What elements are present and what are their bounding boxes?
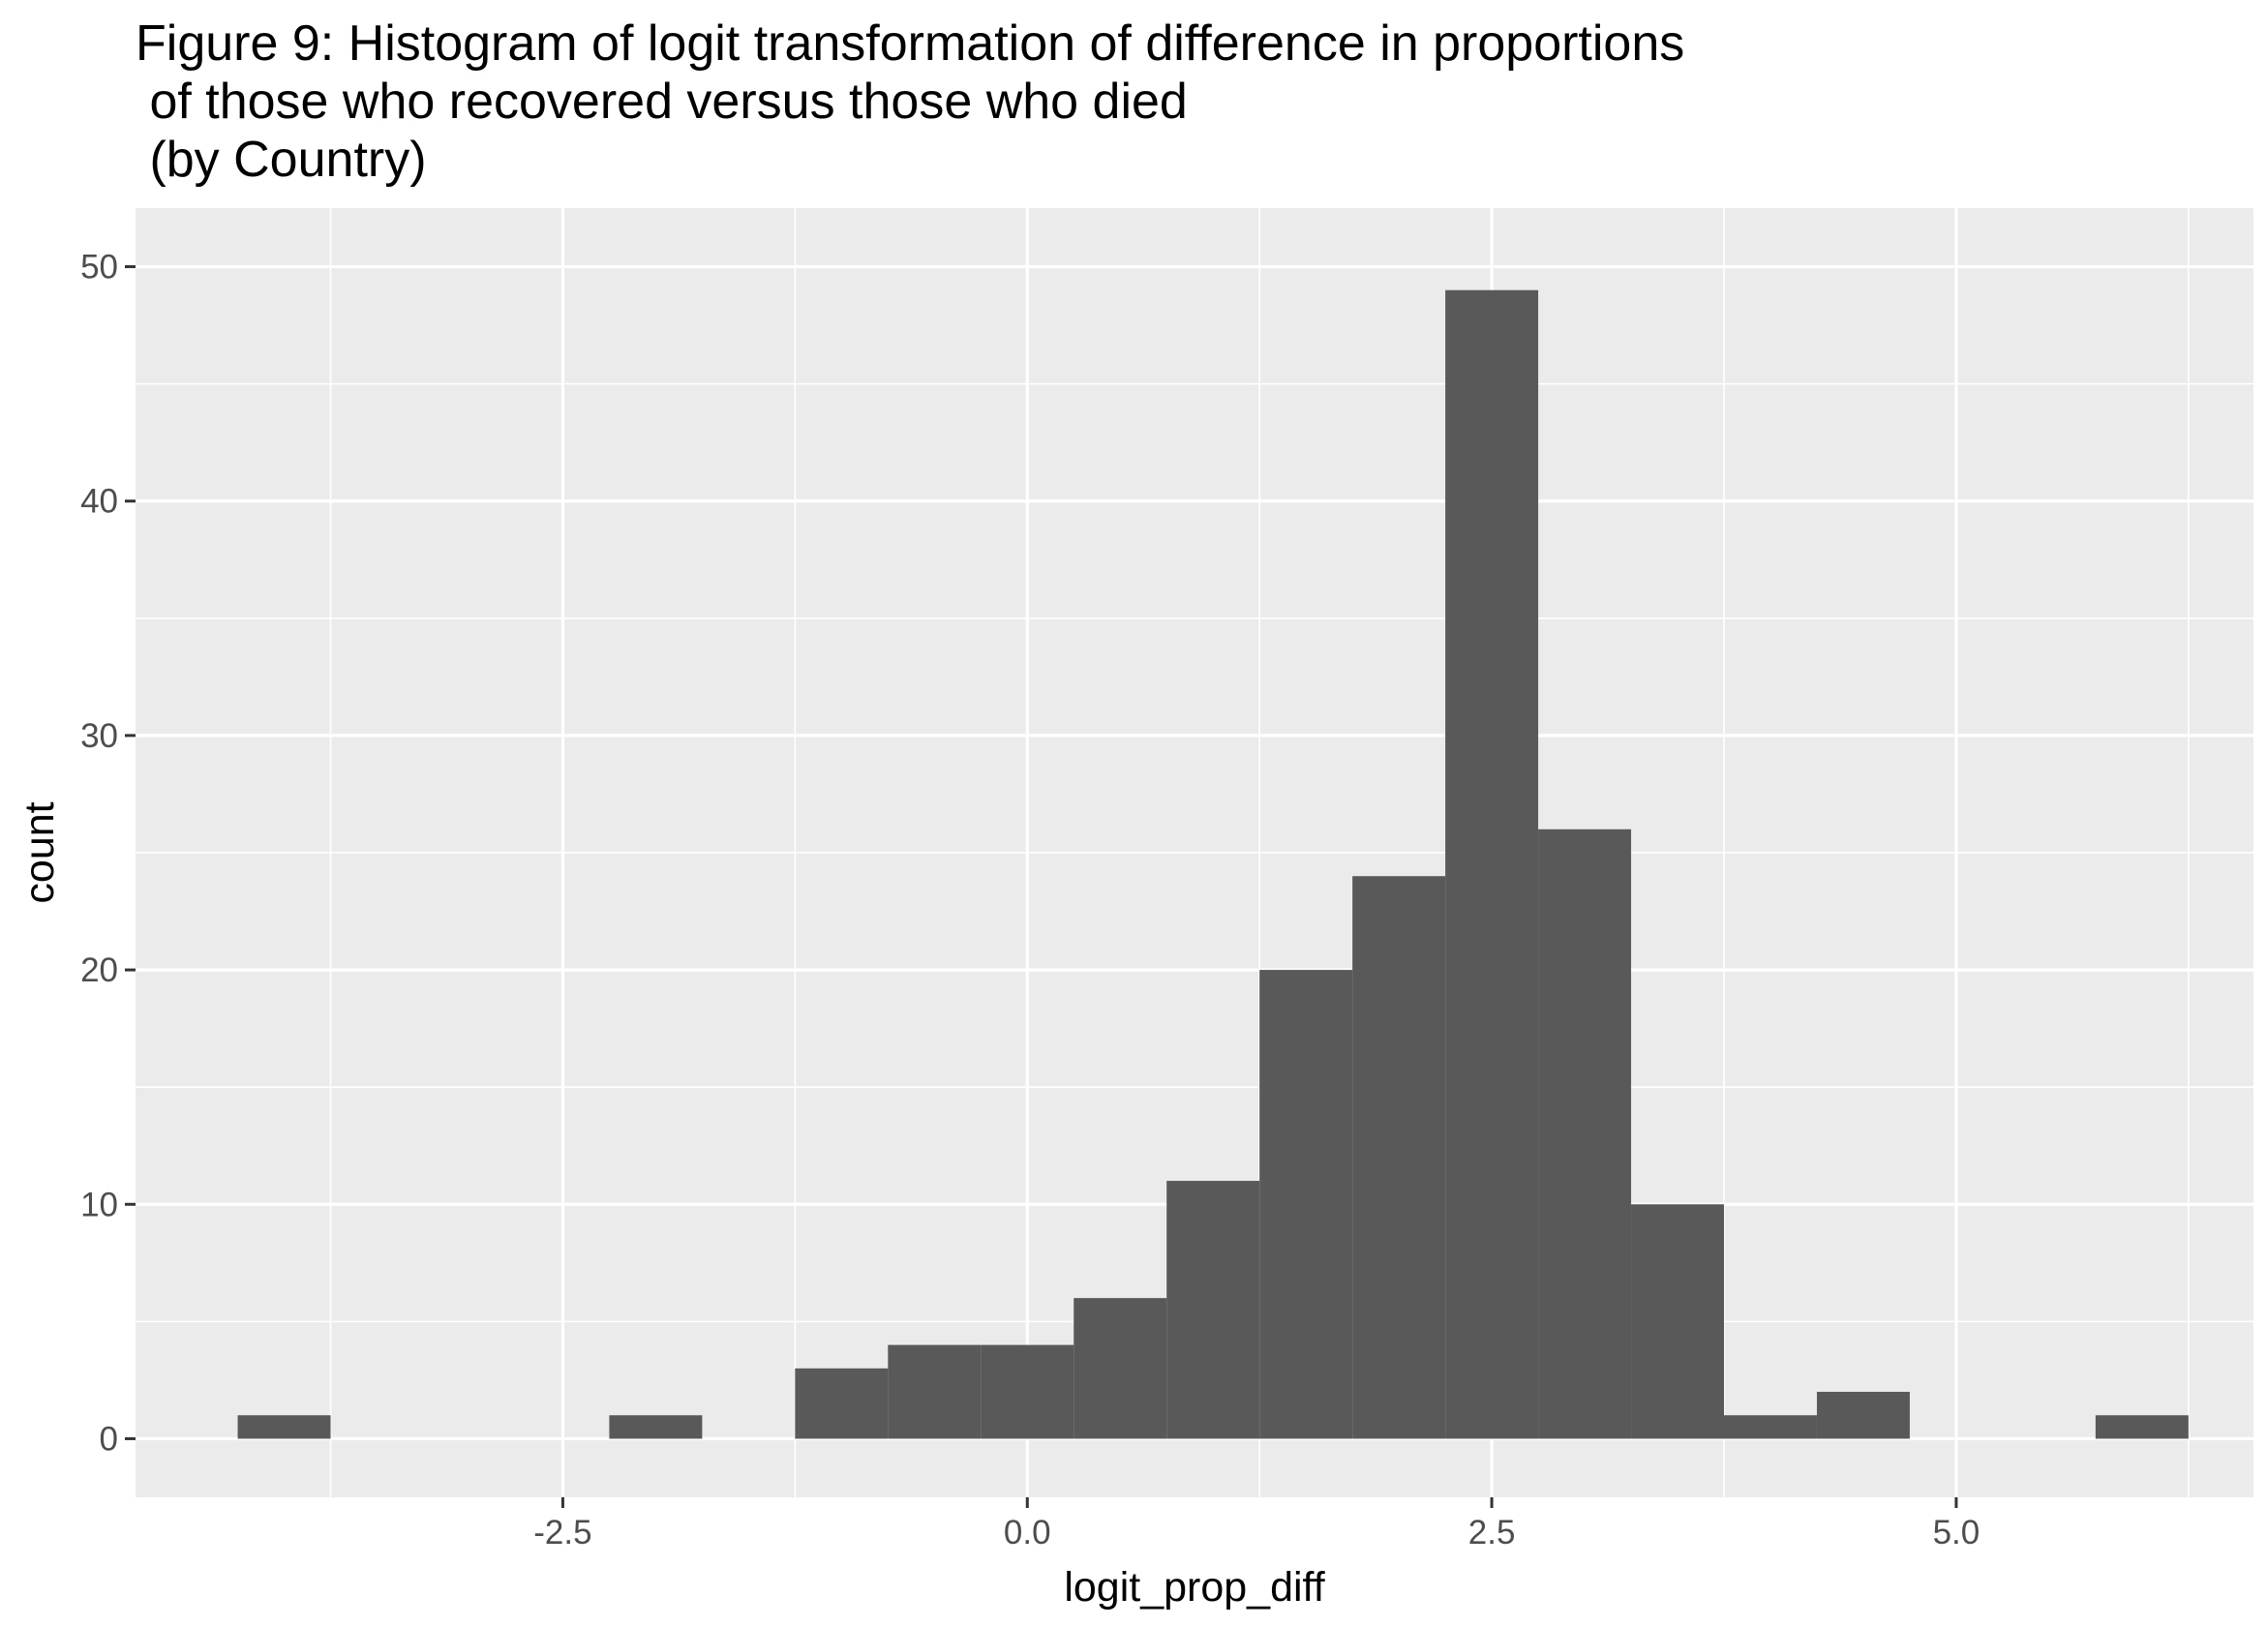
y-axis: 0 10 20 30 40 50 <box>80 249 136 1458</box>
histogram-bar <box>1445 289 1539 1439</box>
x-tick-label: 2.5 <box>1468 1514 1516 1552</box>
histogram-bars <box>237 289 2189 1439</box>
chart-title-line-3: (by Country) <box>136 132 427 188</box>
histogram-bar <box>795 1368 889 1439</box>
y-tick-label: 30 <box>80 717 118 755</box>
histogram-bar <box>2095 1415 2189 1439</box>
histogram-bar <box>981 1344 1074 1439</box>
chart-title-line-1: Figure 9: Histogram of logit transformat… <box>136 15 1684 72</box>
y-tick-label: 40 <box>80 483 118 521</box>
histogram-bar <box>609 1415 703 1439</box>
histogram-bar <box>1352 876 1446 1439</box>
chart-title-line-2: of those who recovered versus those who … <box>136 74 1188 130</box>
x-axis-title: logit_prop_diff <box>1064 1564 1325 1611</box>
histogram-bar <box>1538 829 1632 1439</box>
y-tick-label: 20 <box>80 951 118 989</box>
histogram-bar <box>1816 1392 1910 1439</box>
y-tick-label: 0 <box>100 1420 118 1458</box>
histogram-bar <box>1259 970 1353 1439</box>
y-tick-label: 50 <box>80 249 118 286</box>
y-tick-label: 10 <box>80 1186 118 1223</box>
x-tick-label: -2.5 <box>533 1514 591 1552</box>
histogram-bar <box>1074 1298 1167 1439</box>
histogram-bar <box>1724 1415 1817 1439</box>
chart-title: Figure 9: Histogram of logit transformat… <box>136 15 1684 188</box>
x-tick-label: 0.0 <box>1004 1514 1051 1552</box>
histogram-bar <box>1631 1204 1724 1439</box>
x-axis: -2.5 0.0 2.5 5.0 <box>533 1497 1980 1552</box>
x-tick-label: 5.0 <box>1933 1514 1981 1552</box>
histogram-bar <box>888 1344 982 1439</box>
histogram-bar <box>1166 1181 1260 1439</box>
histogram-bar <box>237 1415 331 1439</box>
y-axis-title: count <box>16 801 63 903</box>
